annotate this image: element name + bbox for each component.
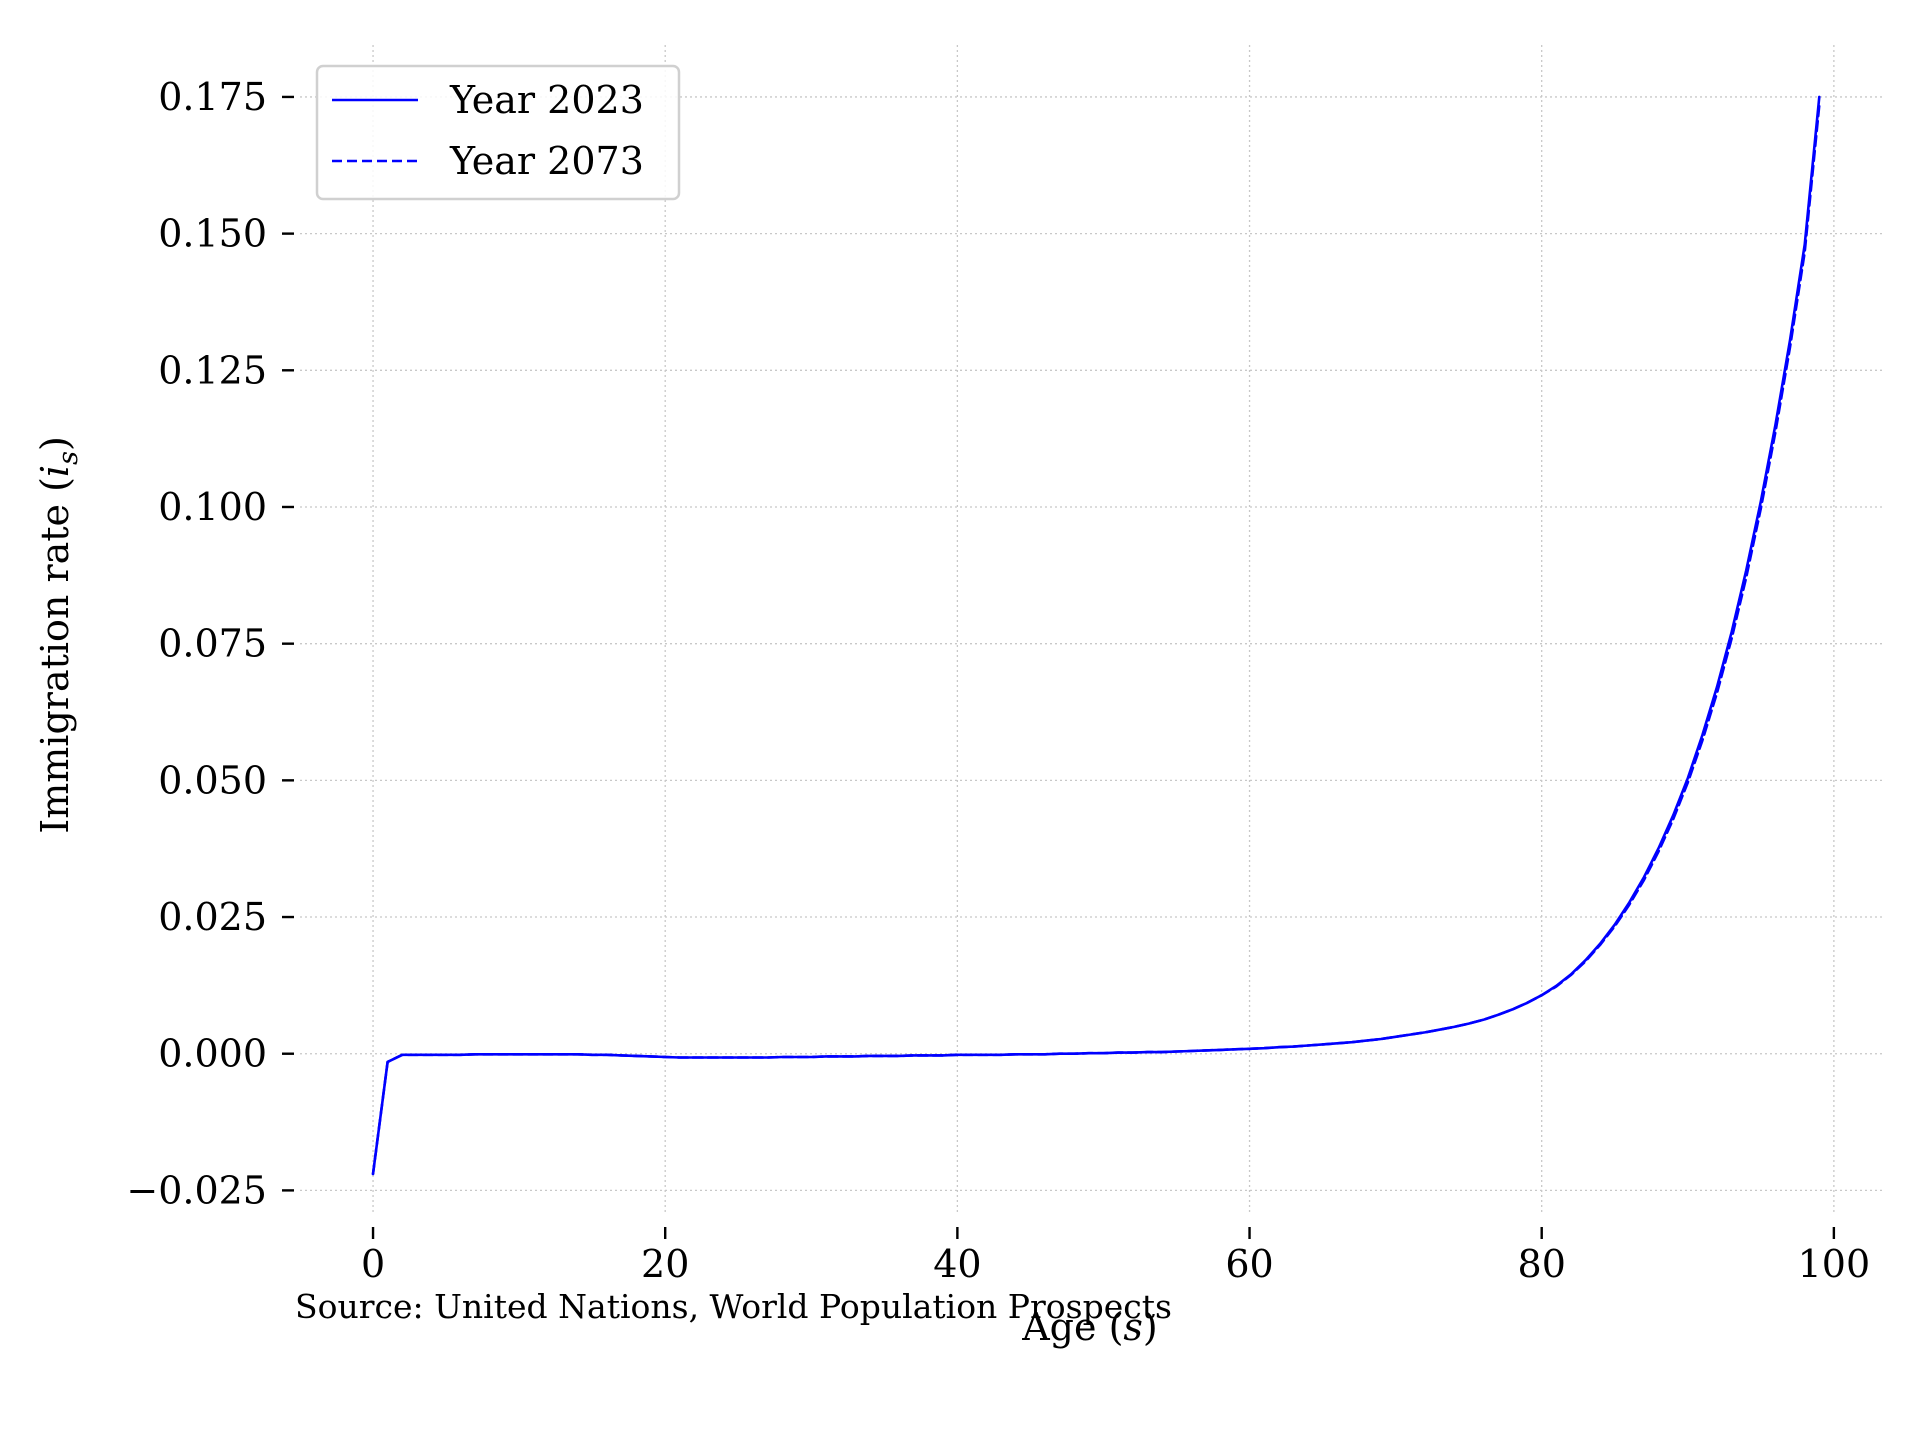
y-tick-label: −0.025 bbox=[126, 1168, 267, 1212]
y-tick-label: 0.075 bbox=[158, 622, 267, 666]
y-tick-label: 0.050 bbox=[158, 758, 267, 802]
y-tick-label: 0.025 bbox=[158, 895, 267, 939]
series-lines bbox=[371, 95, 1821, 1176]
series-line-year-2073 bbox=[371, 103, 1821, 1176]
y-tick-label: 0.175 bbox=[158, 75, 267, 119]
axis-ticks: 0 20 40 60 80 100 −0.025 0.000 0.025 0.050 0.075 0.… bbox=[126, 75, 1870, 1286]
legend: Year 2023 Year 2073 bbox=[315, 64, 681, 201]
x-axis-label-symbol: s bbox=[1123, 1305, 1143, 1349]
y-tick-label: 0.000 bbox=[158, 1032, 267, 1076]
x-tick-label: 40 bbox=[933, 1242, 981, 1286]
y-axis-label: Immigration rate (is) bbox=[33, 436, 84, 834]
x-axis-label: Age (s) bbox=[1021, 1305, 1158, 1349]
y-tick-label: 0.125 bbox=[158, 348, 267, 392]
series-line-year-2023 bbox=[371, 95, 1821, 1176]
y-tick-label: 0.150 bbox=[158, 212, 267, 256]
x-tick-label: 60 bbox=[1225, 1242, 1273, 1286]
x-tick-label: 20 bbox=[641, 1242, 689, 1286]
source-note: Source: United Nations, World Population… bbox=[295, 1287, 1172, 1326]
x-tick-label: 100 bbox=[1798, 1242, 1871, 1286]
legend-label-year-2023: Year 2023 bbox=[449, 78, 644, 122]
y-axis-label-text: Immigration rate bbox=[33, 504, 77, 834]
x-tick-label: 0 bbox=[361, 1242, 385, 1286]
y-tick-label: 0.100 bbox=[158, 485, 267, 529]
legend-label-year-2073: Year 2073 bbox=[449, 139, 644, 183]
y-axis-label-symbol: i bbox=[33, 465, 77, 477]
x-axis-label-text: Age bbox=[1021, 1305, 1096, 1349]
x-tick-label: 80 bbox=[1518, 1242, 1566, 1286]
grid bbox=[300, 45, 1885, 1215]
y-axis-label-subscript: s bbox=[53, 451, 84, 465]
